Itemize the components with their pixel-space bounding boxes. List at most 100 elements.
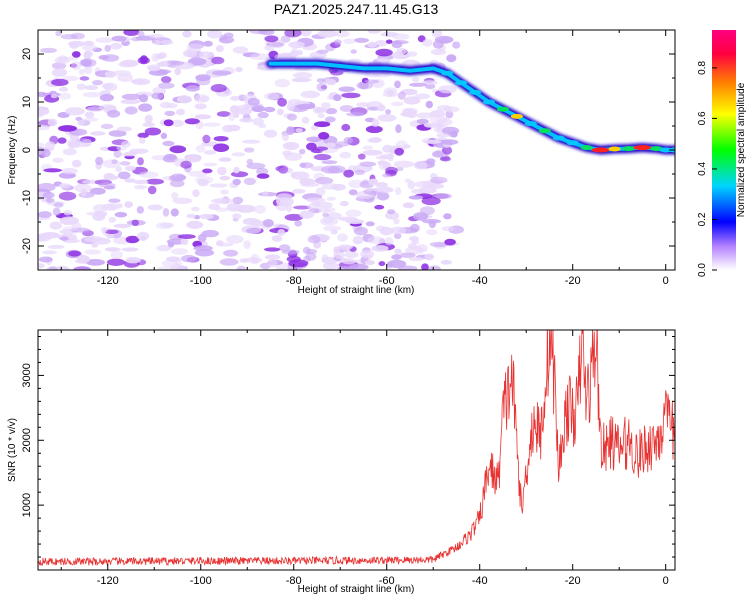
y-tick-label: -10 (21, 190, 33, 206)
noise-speckle (183, 49, 197, 58)
noise-speckle (409, 82, 427, 87)
noise-speckle (299, 30, 312, 37)
noise-speckle (412, 76, 420, 83)
noise-speckle (256, 173, 270, 179)
noise-speckle (104, 44, 111, 52)
noise-speckle (73, 266, 92, 270)
noise-speckle (104, 229, 119, 235)
noise-speckle (429, 110, 445, 118)
noise-speckle (379, 226, 394, 236)
noise-speckle (101, 226, 108, 233)
noise-speckle (209, 183, 228, 188)
noise-speckle (311, 125, 318, 131)
y-tick-label: 20 (21, 48, 33, 60)
noise-speckle (236, 265, 246, 270)
noise-speckle (84, 236, 104, 243)
noise-speckle (317, 113, 325, 119)
noise-speckle (195, 144, 206, 153)
noise-speckle (325, 142, 336, 149)
noise-speckle (116, 203, 123, 209)
noise-speckle (391, 40, 403, 49)
noise-speckle (385, 39, 393, 44)
noise-speckle (402, 202, 415, 209)
spectrogram-y-label: Frequency (Hz) (7, 116, 18, 185)
noise-speckle (169, 145, 187, 154)
noise-speckle (394, 80, 401, 89)
noise-speckle (345, 209, 362, 217)
noise-speckle (162, 155, 178, 163)
noise-speckle (161, 76, 172, 84)
noise-speckle (98, 55, 110, 60)
noise-speckle (430, 48, 447, 56)
x-tick-label: -40 (472, 575, 488, 587)
noise-speckle (61, 167, 78, 175)
noise-speckle (387, 152, 394, 162)
noise-speckle (321, 165, 340, 174)
noise-speckle (124, 178, 136, 183)
noise-speckle (108, 216, 117, 223)
noise-speckle (156, 61, 170, 67)
noise-speckle (413, 160, 428, 170)
noise-speckle (339, 200, 349, 207)
noise-speckle (202, 134, 211, 144)
noise-speckle (281, 249, 300, 255)
noise-speckle (326, 78, 337, 86)
ridge-peak (538, 128, 551, 134)
noise-speckle (58, 191, 77, 201)
noise-speckle (119, 161, 131, 166)
noise-speckle (286, 103, 295, 111)
noise-speckle (137, 56, 150, 65)
noise-speckle (439, 156, 451, 162)
noise-speckle (154, 53, 166, 60)
noise-speckle (162, 208, 170, 217)
noise-speckle (339, 151, 352, 159)
noise-speckle (264, 247, 281, 252)
noise-speckle (299, 148, 306, 155)
noise-speckle (233, 166, 240, 174)
noise-speckle (321, 254, 329, 261)
noise-speckle (315, 187, 326, 196)
noise-speckle (390, 226, 407, 235)
noise-speckle (74, 183, 92, 193)
noise-speckle (322, 262, 339, 270)
noise-speckle (313, 121, 331, 128)
noise-speckle (68, 40, 85, 47)
noise-speckle (160, 132, 168, 139)
spectrogram-x-axis: -120 -100 -80 -60 -40 -20 0 (60, 30, 669, 287)
noise-speckle (341, 258, 357, 265)
noise-speckle (191, 206, 200, 212)
noise-speckle (287, 113, 297, 121)
noise-speckle (431, 30, 443, 38)
noise-speckle (192, 189, 200, 198)
noise-speckle (232, 196, 244, 205)
spectrogram-noise (38, 30, 465, 270)
noise-speckle (71, 51, 81, 58)
noise-speckle (51, 78, 69, 86)
noise-speckle (98, 104, 117, 111)
noise-speckle (83, 65, 93, 75)
noise-speckle (256, 167, 269, 176)
noise-speckle (94, 210, 108, 218)
noise-speckle (264, 35, 279, 43)
snr-y-axis: 1000 2000 3000 (21, 335, 675, 558)
noise-speckle (216, 111, 231, 117)
noise-speckle (446, 54, 457, 63)
noise-speckle (284, 152, 303, 161)
noise-speckle (186, 213, 196, 219)
noise-speckle (247, 97, 260, 106)
noise-speckle (180, 254, 197, 263)
noise-speckle (108, 198, 121, 203)
noise-speckle (185, 155, 202, 163)
x-tick-label: -20 (565, 275, 581, 287)
noise-speckle (113, 70, 132, 77)
ridge-peak (659, 147, 672, 153)
spectrogram-x-label: Height of straight line (km) (298, 285, 415, 296)
noise-speckle (325, 107, 338, 115)
noise-speckle (341, 123, 351, 132)
noise-speckle (242, 139, 261, 144)
noise-speckle (137, 31, 145, 37)
noise-speckle (60, 34, 78, 40)
noise-speckle (394, 248, 402, 254)
noise-speckle (282, 142, 300, 150)
y-tick-label: -20 (21, 238, 33, 254)
